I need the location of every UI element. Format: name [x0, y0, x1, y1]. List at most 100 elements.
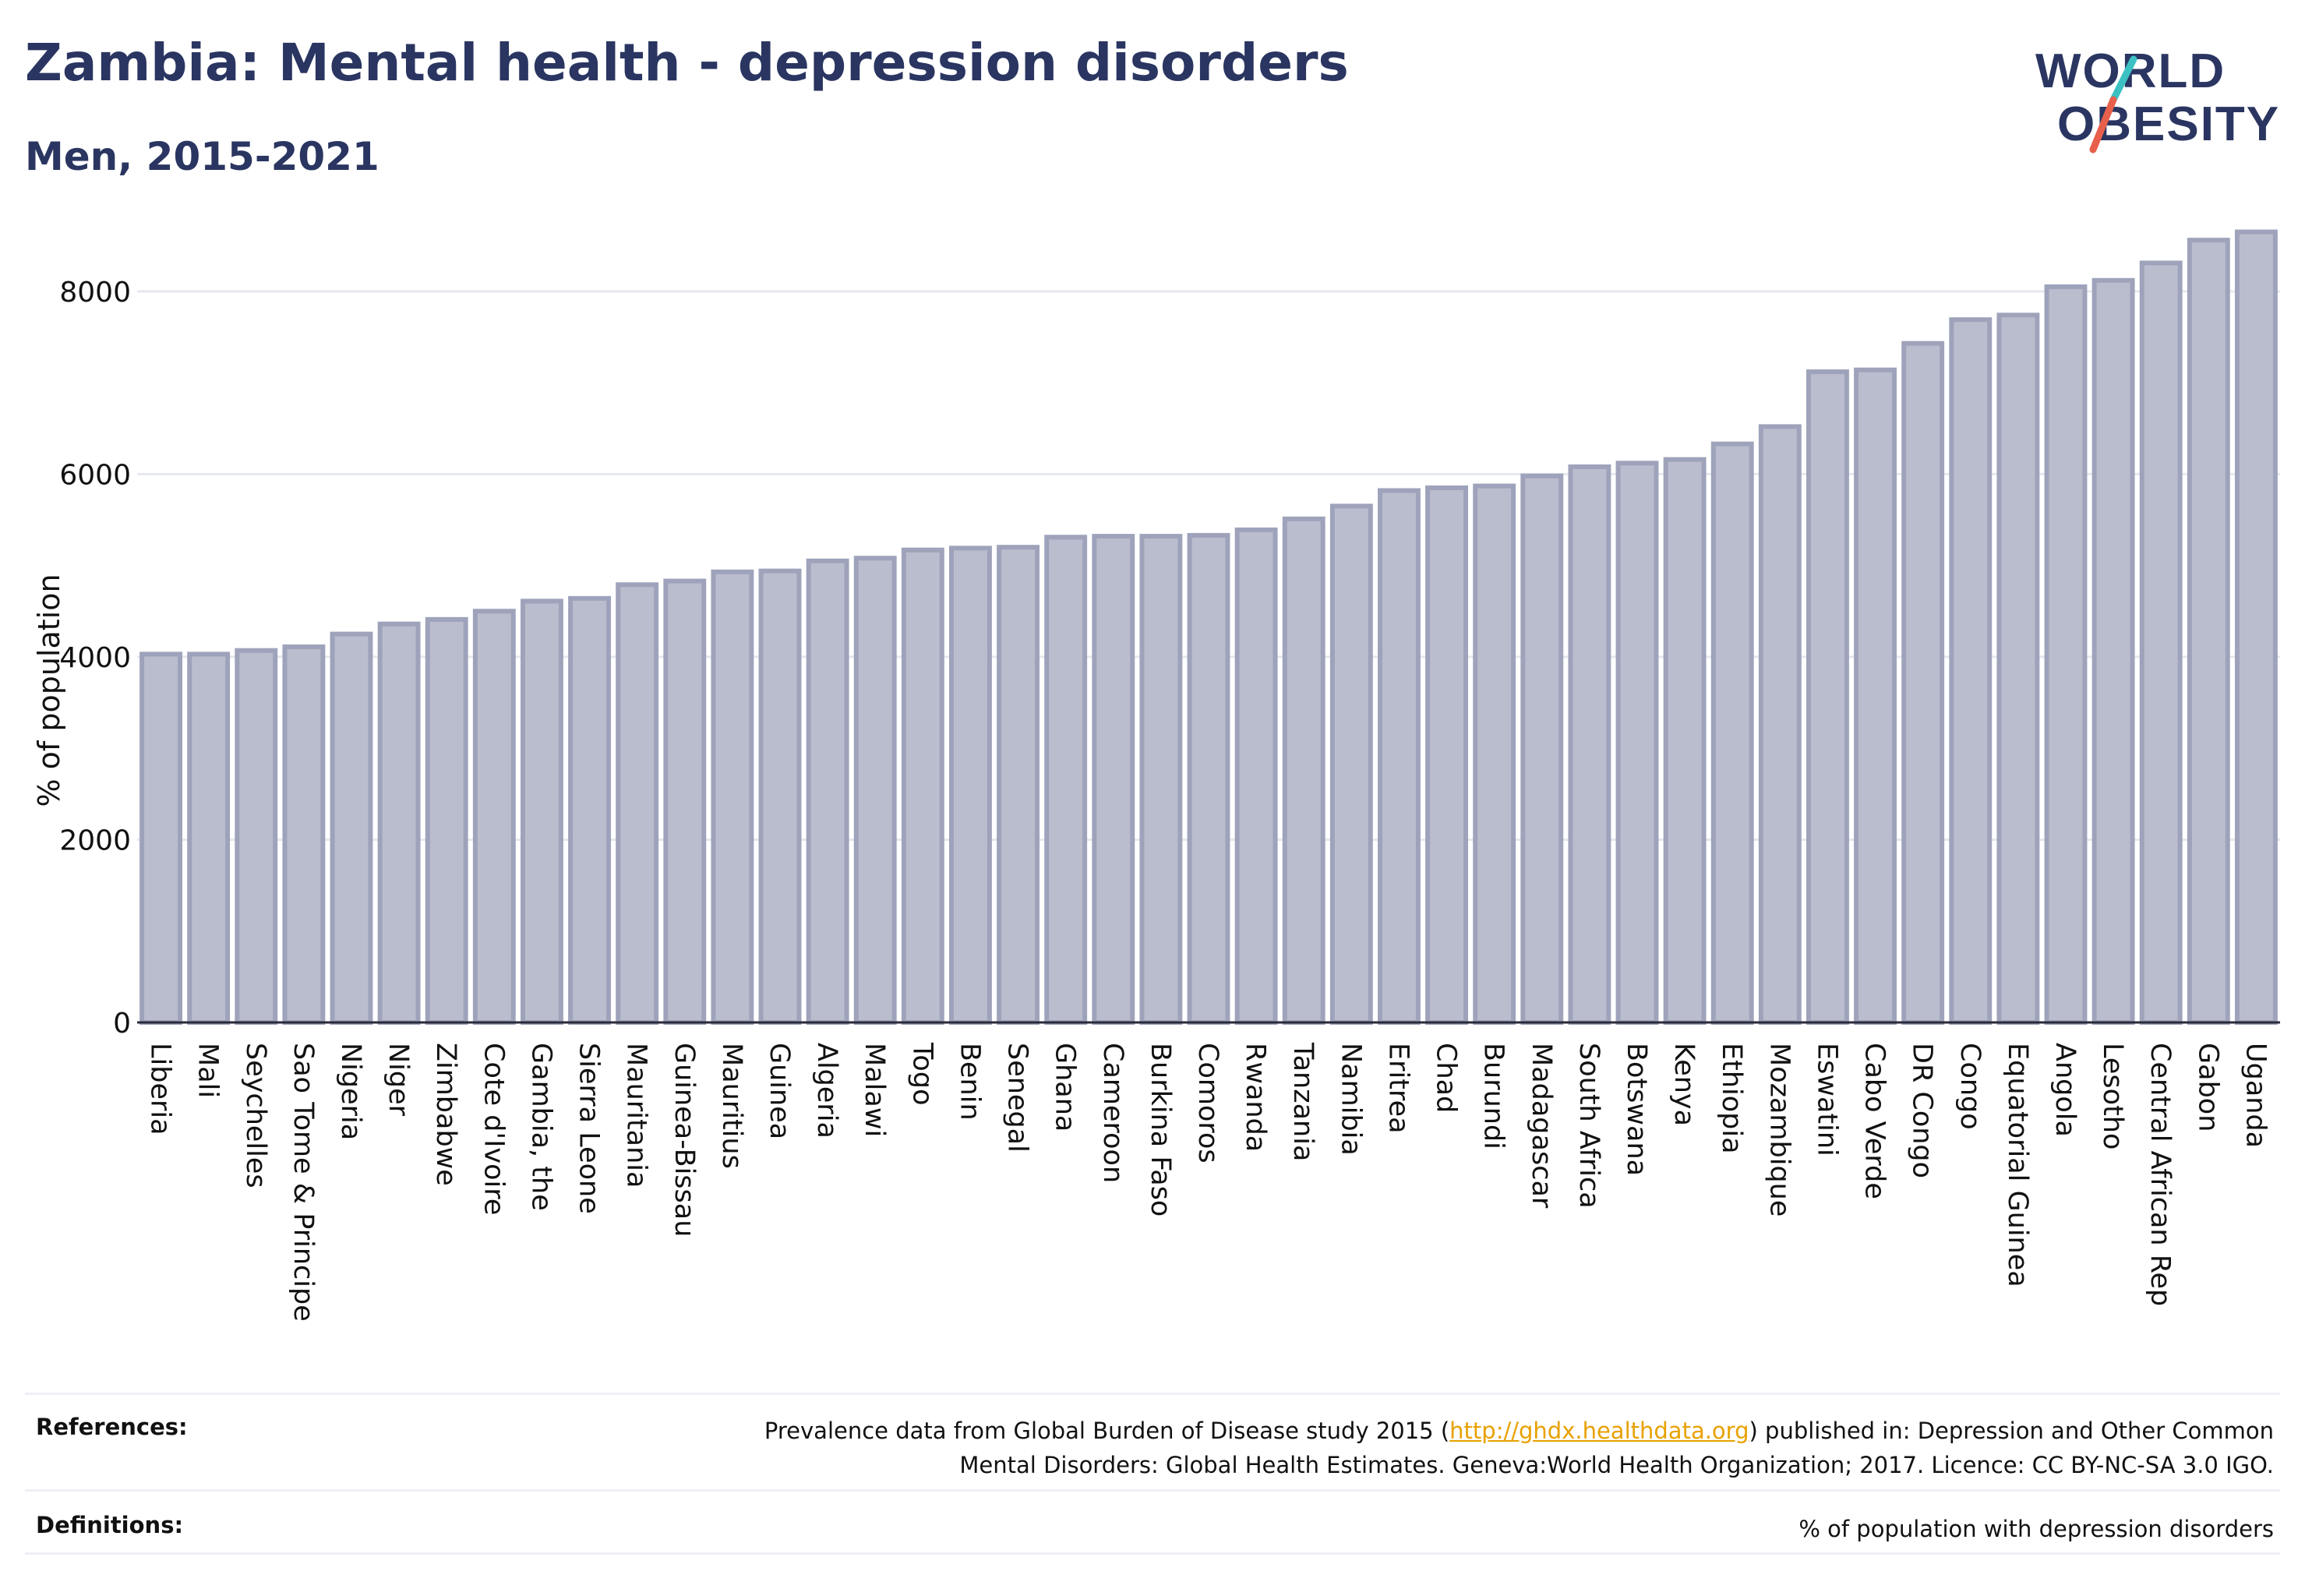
- references-text-end: ) published in: Depression and Other Com…: [1749, 1418, 2275, 1444]
- x-tick-label: Mozambique: [1763, 1043, 1795, 1216]
- x-tick-label: Burkina Faso: [1145, 1043, 1176, 1216]
- x-tick-label: Kenya: [1668, 1043, 1700, 1126]
- x-tick-label: Equatorial Guinea: [2002, 1043, 2033, 1287]
- bar-nigeria: [330, 631, 373, 1025]
- bar-mauritius: [711, 569, 754, 1025]
- y-tick-label: 6000: [59, 459, 131, 491]
- y-tick-labels: 0 2000 4000 6000 8000: [59, 277, 131, 1040]
- references-row: References: Prevalence data from Global …: [25, 1393, 2280, 1489]
- bar-eritrea: [1378, 488, 1421, 1025]
- bar-mali: [187, 651, 231, 1026]
- bar-burkina-faso: [1139, 534, 1183, 1025]
- references-text: Prevalence data from Global Burden of Di…: [764, 1414, 2280, 1489]
- bar-botswana: [1615, 461, 1659, 1025]
- x-tick-label: Cote d'Ivoire: [478, 1043, 509, 1215]
- bar-angola: [2044, 284, 2088, 1026]
- definitions-text: % of population with depression disorder…: [1798, 1516, 2274, 1542]
- y-tick-label: 8000: [59, 277, 131, 309]
- references-link[interactable]: http://ghdx.healthdata.org: [1449, 1418, 1749, 1444]
- bar-cote-d-ivoire: [472, 609, 516, 1025]
- bar-guinea-bissau: [663, 578, 707, 1025]
- bar-gabon: [2187, 238, 2230, 1025]
- references-label: References:: [36, 1414, 188, 1440]
- x-tick-label: Sao Tome & Principe: [288, 1043, 319, 1322]
- bar-lesotho: [2091, 277, 2135, 1025]
- bar-sierra-leone: [568, 595, 611, 1025]
- x-tick-label: Guinea: [764, 1043, 795, 1139]
- x-tick-label: Cameroon: [1097, 1043, 1128, 1183]
- bar-niger: [377, 621, 421, 1025]
- definitions-label: Definitions:: [36, 1512, 184, 1538]
- bar-ghana: [1044, 535, 1088, 1025]
- bar-gambia-the: [521, 598, 563, 1025]
- x-tick-label: Seychelles: [240, 1043, 271, 1188]
- definitions-row: Definitions: % of population with depres…: [25, 1489, 2280, 1555]
- x-tick-label: Uganda: [2240, 1043, 2271, 1148]
- bar-south-africa: [1568, 464, 1611, 1025]
- bar-guinea: [758, 568, 802, 1025]
- y-tick-label: 4000: [59, 642, 131, 674]
- bar-mozambique: [1758, 424, 1802, 1025]
- x-tick-label: Congo: [1954, 1043, 1986, 1130]
- chart-subtitle: Men, 2015-2021: [25, 134, 379, 179]
- logo-slash-red: [2089, 96, 2117, 154]
- bar-zimbabwe: [425, 616, 468, 1025]
- x-tick-label: Mauritius: [716, 1043, 747, 1169]
- bar-madagascar: [1520, 473, 1564, 1025]
- x-tick-label: Mauritania: [621, 1043, 652, 1188]
- bar-liberia: [139, 651, 183, 1026]
- x-tick-label: Rwanda: [1240, 1043, 1271, 1152]
- y-axis-label: % of population: [32, 574, 66, 807]
- bar-cabo-verde: [1854, 367, 1897, 1025]
- bar-rwanda: [1234, 527, 1278, 1025]
- x-tick-label: Lesotho: [2097, 1043, 2128, 1149]
- x-tick-label: Botswana: [1621, 1043, 1652, 1176]
- bar-burundi: [1473, 483, 1516, 1025]
- references-text-line2: Mental Disorders: Global Health Estimate…: [959, 1452, 2274, 1478]
- x-tick-label: Eritrea: [1382, 1043, 1414, 1134]
- bar-equatorial-guinea: [1996, 312, 2040, 1025]
- bar-sao-tome-principe: [282, 644, 326, 1025]
- x-tick-label: Comoros: [1192, 1043, 1223, 1163]
- bar-congo: [1949, 317, 1993, 1025]
- x-tick-label: Madagascar: [1526, 1043, 1557, 1209]
- x-tick-label: Zimbabwe: [430, 1043, 461, 1186]
- x-tick-label: Senegal: [1002, 1043, 1033, 1153]
- x-tick-label: South Africa: [1573, 1043, 1604, 1209]
- logo-slash-teal: [2109, 55, 2137, 104]
- x-tick-label: Chad: [1431, 1043, 1462, 1113]
- references-text-start: Prevalence data from Global Burden of Di…: [764, 1418, 1450, 1444]
- x-tick-label: Ghana: [1050, 1043, 1081, 1132]
- bar-chad: [1425, 485, 1468, 1025]
- x-tick-label: Tanzania: [1287, 1042, 1318, 1161]
- x-tick-label: Ethiopia: [1716, 1043, 1747, 1154]
- x-tick-label: Gambia, the: [525, 1043, 556, 1211]
- x-tick-label: Algeria: [811, 1043, 842, 1139]
- x-tick-label: Gabon: [2192, 1043, 2223, 1132]
- x-tick-label: Namibia: [1335, 1043, 1366, 1156]
- x-tick-label: Angola: [2049, 1043, 2081, 1137]
- x-tick-label: Cabo Verde: [1859, 1043, 1890, 1199]
- x-tick-label: DR Congo: [1907, 1043, 1938, 1178]
- bar-tanzania: [1282, 516, 1325, 1025]
- x-tick-label: Nigeria: [335, 1043, 366, 1140]
- x-tick-label: Burundi: [1478, 1043, 1509, 1149]
- x-tick-label: Benin: [954, 1043, 985, 1121]
- bar-kenya: [1663, 457, 1707, 1025]
- bar-malawi: [853, 556, 897, 1025]
- world-obesity-logo: WORLD OBESITY: [2035, 44, 2279, 154]
- x-tick-label: Guinea-Bissau: [669, 1043, 700, 1237]
- x-tick-label: Niger: [383, 1043, 414, 1117]
- y-tick-label: 0: [113, 1008, 131, 1040]
- bar-seychelles: [235, 648, 278, 1025]
- bar-mauritania: [616, 582, 659, 1025]
- bars: [139, 229, 2278, 1026]
- bar-cameroon: [1092, 534, 1135, 1025]
- x-tick-label: Togo: [906, 1042, 937, 1105]
- bar-central-african-rep: [2139, 260, 2183, 1025]
- bar-eswatini: [1806, 369, 1849, 1025]
- y-tick-label: 2000: [59, 824, 131, 856]
- x-tick-labels: Liberia Mali Seychelles Sao Tome & Principe…: [145, 1042, 2271, 1322]
- bar-namibia: [1329, 503, 1373, 1025]
- bar-comoros: [1187, 532, 1230, 1025]
